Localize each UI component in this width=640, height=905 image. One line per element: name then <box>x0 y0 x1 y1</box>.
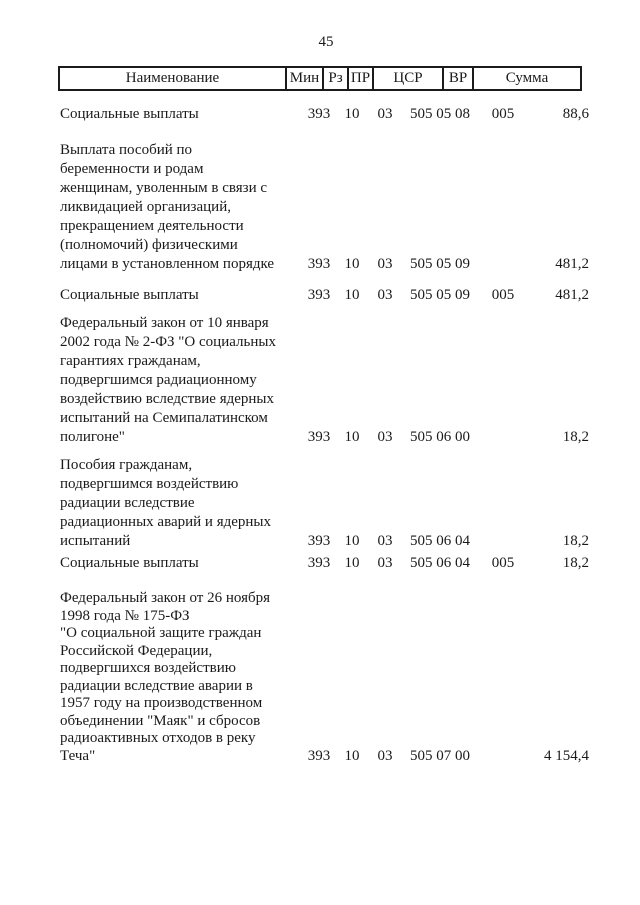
row-csr-cell: 505 06 04 <box>410 555 470 571</box>
row-sum-cell: 18,2 <box>562 555 589 571</box>
row-rz-cell: 10 <box>344 429 360 445</box>
row-pr-cell: 03 <box>377 533 393 549</box>
table-header-row: Наименование Мин Рз ПР ЦСР ВР Сумма <box>58 66 582 91</box>
table-row: Социальные выплаты 393 10 03 505 06 04 0… <box>58 554 589 573</box>
row-rz-cell: 10 <box>344 287 360 303</box>
column-header-summa: Сумма <box>472 68 580 89</box>
row-name-cell: Социальные выплаты <box>60 555 199 571</box>
column-header-min: Мин <box>285 68 322 89</box>
column-header-csr: ЦСР <box>372 68 442 89</box>
row-rz-cell: 10 <box>344 747 360 764</box>
row-csr-cell: 505 06 04 <box>410 533 470 549</box>
row-name-cell: Выплата пособий по беременности и родам … <box>60 142 275 272</box>
table-row: Социальные выплаты 393 10 03 505 05 09 0… <box>58 286 589 305</box>
row-sum-cell: 481,2 <box>555 256 589 272</box>
table-row: Федеральный закон от 26 ноября 1998 года… <box>58 590 589 765</box>
row-name-cell: Социальные выплаты <box>60 106 199 122</box>
table-row: Социальные выплаты 393 10 03 505 05 08 0… <box>58 105 589 124</box>
row-min-cell: 393 <box>307 287 331 303</box>
table-row: Выплата пособий по беременности и родам … <box>58 141 589 274</box>
row-vr-cell: 005 <box>491 106 515 122</box>
row-csr-cell: 505 05 09 <box>410 256 470 272</box>
column-header-name: Наименование <box>125 70 220 86</box>
row-min-cell: 393 <box>307 106 331 122</box>
column-header-rz: Рз <box>322 68 347 89</box>
row-pr-cell: 03 <box>377 287 393 303</box>
row-min-cell: 393 <box>307 429 331 445</box>
row-sum-cell: 88,6 <box>562 106 589 122</box>
row-rz-cell: 10 <box>344 555 360 571</box>
row-sum-cell: 4 154,4 <box>544 747 589 764</box>
row-min-cell: 393 <box>307 555 331 571</box>
row-vr-cell: 005 <box>491 555 515 571</box>
row-pr-cell: 03 <box>377 555 393 571</box>
row-vr-cell: 005 <box>491 287 515 303</box>
row-rz-cell: 10 <box>344 106 360 122</box>
row-min-cell: 393 <box>307 533 331 549</box>
row-min-cell: 393 <box>307 256 331 272</box>
table-row: Федеральный закон от 10 января 2002 года… <box>58 314 589 447</box>
row-pr-cell: 03 <box>377 106 393 122</box>
row-name-cell: Федеральный закон от 26 ноября 1998 года… <box>60 590 271 764</box>
column-header-vr: ВР <box>442 68 472 89</box>
row-rz-cell: 10 <box>344 256 360 272</box>
row-sum-cell: 18,2 <box>562 429 589 445</box>
row-name-cell: Пособия гражданам, подвергшимся воздейст… <box>60 457 271 549</box>
table-row: Пособия гражданам, подвергшимся воздейст… <box>58 456 589 551</box>
column-header-pr: ПР <box>347 68 372 89</box>
row-pr-cell: 03 <box>377 256 393 272</box>
row-pr-cell: 03 <box>377 747 393 764</box>
row-csr-cell: 505 06 00 <box>410 429 470 445</box>
row-rz-cell: 10 <box>344 533 360 549</box>
row-min-cell: 393 <box>307 747 331 764</box>
page-number: 45 <box>318 34 334 50</box>
row-name-cell: Социальные выплаты <box>60 287 199 303</box>
row-pr-cell: 03 <box>377 429 393 445</box>
row-csr-cell: 505 05 08 <box>410 106 470 122</box>
row-csr-cell: 505 05 09 <box>410 287 470 303</box>
row-sum-cell: 18,2 <box>562 533 589 549</box>
row-name-cell: Федеральный закон от 10 января 2002 года… <box>60 315 276 445</box>
row-sum-cell: 481,2 <box>555 287 589 303</box>
row-csr-cell: 505 07 00 <box>410 747 470 764</box>
